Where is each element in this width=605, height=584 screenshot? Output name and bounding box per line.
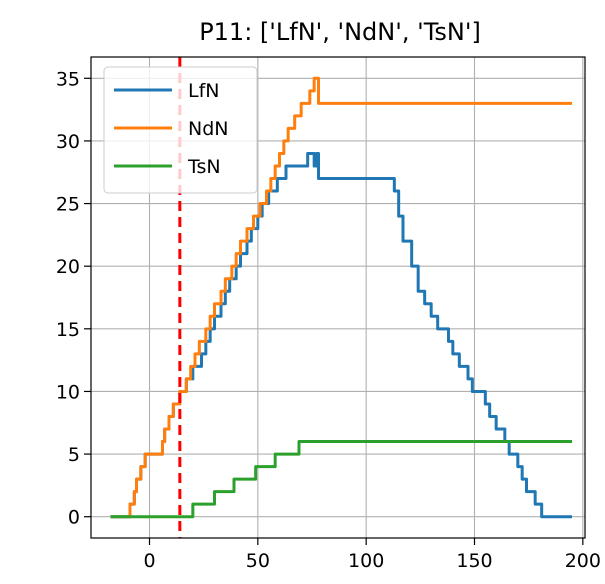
series-line-tsn (110, 440, 572, 519)
y-tick-label: 20 (56, 256, 80, 278)
legend: LfN NdN TsN (103, 66, 258, 194)
series-line-ndn (110, 76, 572, 519)
y-tick-label: 10 (56, 381, 80, 403)
legend-box (103, 66, 258, 194)
x-tick-label: 50 (246, 550, 270, 572)
x-tick-label: 150 (456, 550, 492, 572)
x-tick-label: 200 (565, 550, 601, 572)
y-tick-label: 30 (56, 131, 80, 153)
x-tick-label: 0 (143, 550, 155, 572)
axis-ticks: 0 50 100 150 200 0 5 10 15 20 25 30 35 (56, 68, 601, 572)
y-tick-label: 25 (56, 194, 80, 216)
y-tick-label: 35 (56, 68, 80, 90)
y-tick-label: 0 (68, 507, 80, 529)
legend-label-tsn: TsN (187, 156, 221, 178)
x-tick-label: 100 (348, 550, 384, 572)
chart-title: P11: ['LfN', 'NdN', 'TsN'] (199, 18, 481, 46)
legend-label-ndn: NdN (188, 118, 229, 140)
plot-frame (90, 56, 586, 539)
y-tick-label: 5 (68, 444, 80, 466)
legend-label-lfn: LfN (188, 80, 220, 102)
series-group (110, 76, 572, 519)
y-tick-label: 15 (56, 319, 80, 341)
